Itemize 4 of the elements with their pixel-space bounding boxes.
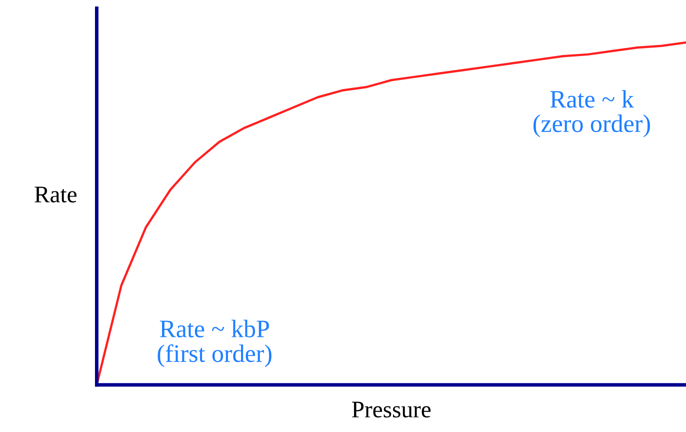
x-axis-title: Pressure: [352, 402, 431, 418]
annotation: Rate ~ kbP (first order): [158, 320, 272, 368]
annotation: Rate ~ k (zero order): [533, 90, 650, 138]
y-axis-title: Rate: [34, 186, 76, 202]
